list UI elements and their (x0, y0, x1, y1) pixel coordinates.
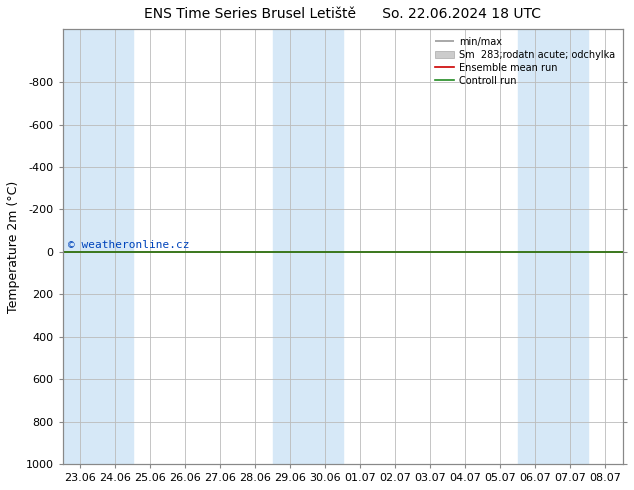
Bar (273, 29, 343, 464)
Legend: min/max, Sm  283;rodatn acute; odchylka, Ensemble mean run, Controll run: min/max, Sm 283;rodatn acute; odchylka, … (432, 34, 618, 89)
Bar (63, 29, 133, 464)
Text: © weatheronline.cz: © weatheronline.cz (68, 240, 190, 250)
Bar (518, 29, 588, 464)
Y-axis label: Temperature 2m (°C): Temperature 2m (°C) (7, 180, 20, 313)
Title: ENS Time Series Brusel Letiště      So. 22.06.2024 18 UTC: ENS Time Series Brusel Letiště So. 22.06… (144, 7, 541, 21)
